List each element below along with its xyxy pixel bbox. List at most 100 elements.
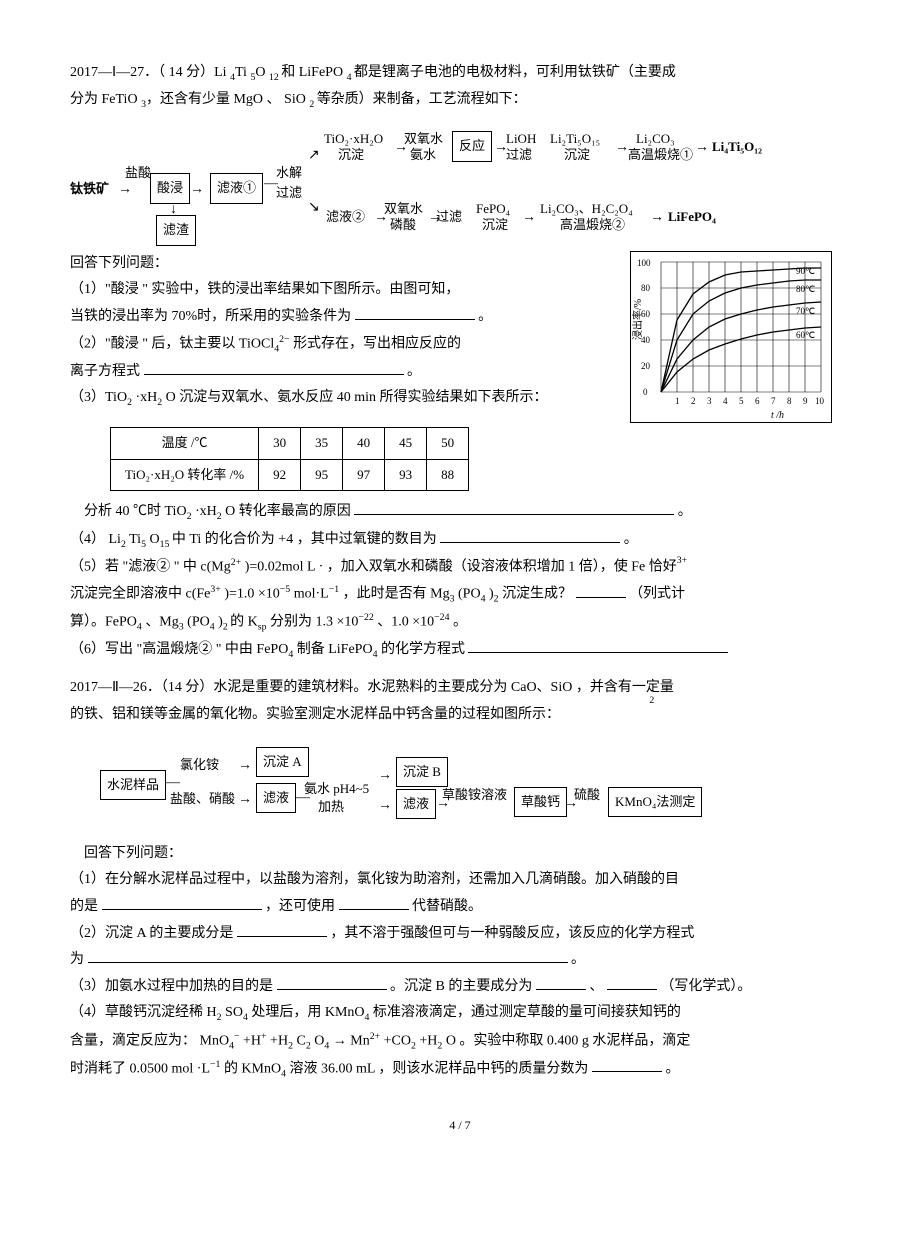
text: 、	[589, 979, 603, 994]
text: ·xH	[195, 504, 217, 519]
table-row: 温度 /℃ 30 35 40 45 50	[111, 427, 469, 459]
svg-text:t /h: t /h	[771, 410, 784, 421]
flow-node: 磷酸	[390, 213, 416, 238]
q1-part5a: （5）若 "滤液② " 中 c(Mg2+ )=0.02mol L · ，加入双氧…	[70, 554, 850, 581]
sup: 2+	[370, 1031, 380, 1042]
text: +H	[419, 1033, 437, 1048]
flow-node: 高温煅烧①	[628, 143, 693, 168]
flow-node: 过滤	[506, 143, 532, 168]
text: mol·L	[294, 587, 329, 602]
text: 等杂质）来制备，工艺流程如下：	[317, 92, 527, 107]
text: 、1.0 ×10	[377, 615, 434, 630]
table-cell: 40	[343, 427, 385, 459]
arrow-icon: →	[564, 791, 578, 818]
text: SO	[225, 1005, 243, 1020]
text: ，此时是否有 Mg	[343, 587, 450, 602]
text: 含量，滴定反应为： MnO	[70, 1033, 229, 1048]
table-cell: 35	[301, 427, 343, 459]
flow-node: 沉淀 B	[396, 757, 448, 788]
text: 、Mg	[145, 615, 178, 630]
text: +H	[270, 1033, 288, 1048]
sub: 15	[160, 538, 172, 549]
sup: −	[234, 1031, 240, 1042]
sub: 2	[306, 1040, 311, 1051]
table-cell: 50	[427, 427, 469, 459]
flow-node: 高温煅烧②	[560, 213, 625, 238]
answer-blank[interactable]	[102, 895, 262, 910]
svg-text:90℃: 90℃	[796, 266, 815, 276]
text: （3）TiO	[70, 390, 127, 405]
answer-blank[interactable]	[277, 975, 387, 990]
q2-part3: （3）加氨水过程中加热的目的是 。沉淀 B 的主要成分为 、 （写化学式）。	[70, 974, 850, 1001]
svg-text:8: 8	[787, 396, 792, 406]
svg-text:6: 6	[755, 396, 760, 406]
answer-blank[interactable]	[592, 1057, 662, 1072]
sup: −24	[434, 612, 449, 623]
q1-flow-diagram: 钛铁矿 盐酸 → 酸浸 → 滤液① 水解 过滤 — ↓ 滤渣 ↗ TiO₂·xH…	[70, 125, 850, 245]
answer-blank[interactable]	[354, 500, 674, 515]
q1-part5c: 算）。FePO4 、Mg3 (PO4 )2 的 Ksp 分别为 1.3 ×10−…	[70, 609, 850, 637]
flow-node: 滤液②	[326, 205, 365, 230]
answer-blank[interactable]	[144, 360, 404, 375]
svg-text:1: 1	[675, 396, 680, 406]
arrow-icon: —	[296, 785, 310, 812]
q1-part3a: （3）TiO2 ·xH2 O 沉淀与双氧水、氨水反应 40 min 所得实验结果…	[70, 385, 620, 412]
table-row: TiO₂·xH₂O 转化率 /% 92 95 97 93 88	[111, 459, 469, 491]
sub: 3	[179, 622, 184, 633]
q1-part1b: 当铁的浸出率为 70%时，所采用的实验条件为 。	[70, 304, 620, 331]
answer-blank[interactable]	[576, 583, 626, 598]
arrow-icon: →	[695, 135, 709, 162]
q2-part4a: （4）草酸钙沉淀经稀 H2 SO4 处理后，用 KMnO4 标准溶液滴定，通过测…	[70, 1000, 850, 1027]
answer-blank[interactable]	[339, 895, 409, 910]
arrow-icon: ↗	[308, 143, 320, 170]
answer-blank[interactable]	[355, 305, 475, 320]
text: 都是锂离子电池的电极材料，可利用钛铁矿（主要成	[354, 65, 676, 80]
arrow-icon: →	[118, 177, 132, 204]
arrow-icon: →	[190, 177, 204, 204]
text: ，其不溶于强酸但可与一种弱酸反应，该反应的化学方程式	[330, 926, 694, 941]
text: 标准溶液滴定，通过测定草酸的量可间接获知钙的	[373, 1005, 681, 1020]
text: 的是	[70, 899, 98, 914]
text: 2017—Ⅱ—26．（14 分）水泥是重要的建筑材料。水泥熟料的主要成分为 Ca…	[70, 680, 674, 695]
q1-header: 2017—Ⅰ—27．（ 14 分）Li 4Ti 5O 12 和 LiFePO 4…	[70, 60, 850, 87]
flow-node: 加热	[318, 795, 344, 820]
sub: 4	[281, 1068, 286, 1079]
page-footer: 4 / 7	[70, 1114, 850, 1137]
svg-text:0: 0	[643, 387, 648, 397]
sub: 2	[437, 1040, 442, 1051]
arrow-icon: →	[615, 135, 629, 162]
text: O	[255, 65, 265, 80]
q1-body-with-chart: 回答下列问题： （1）"酸浸 " 实验中，铁的浸出率结果如下图所示。由图可知， …	[70, 251, 850, 423]
answer-blank[interactable]	[237, 922, 327, 937]
text: 时消耗了 0.0500 mol ·L	[70, 1061, 210, 1076]
table-cell: 93	[385, 459, 427, 491]
answer-blank[interactable]	[607, 975, 657, 990]
text: 溶液 36.00 mL ，则该水泥样品中钙的质量分数为	[290, 1061, 592, 1076]
answer-blank[interactable]	[88, 948, 568, 963]
arrow-icon: →	[374, 205, 388, 232]
flow-node: 水泥样品	[100, 770, 166, 801]
sup: −22	[358, 612, 373, 623]
text: （6）写出 "高温煅烧② " 中由 FePO	[70, 642, 288, 657]
text: 。	[624, 532, 638, 547]
sub: 2	[157, 397, 162, 408]
answer-blank[interactable]	[536, 975, 586, 990]
sub: 2	[649, 695, 654, 706]
flow-node: 沉淀	[338, 143, 364, 168]
sub: 4	[288, 649, 293, 660]
text: （2）"酸浸 " 后，钛主要以 TiOCl	[70, 336, 274, 351]
sup: 3+	[210, 584, 220, 595]
text: 。	[407, 364, 421, 379]
table-cell: 97	[343, 459, 385, 491]
arrow-icon: →	[428, 205, 442, 232]
q2-part1b: 的是 ，还可使用 代替硝酸。	[70, 894, 850, 921]
arrow-icon: →	[238, 753, 252, 780]
sub: 4	[481, 594, 486, 605]
answer-blank[interactable]	[440, 528, 620, 543]
svg-text:3: 3	[707, 396, 712, 406]
arrow-icon: →	[378, 763, 392, 790]
text: O 沉淀与双氧水、氨水反应 40 min 所得实验结果如下表所示：	[166, 390, 548, 405]
arrow-icon: —	[166, 770, 180, 797]
answer-blank[interactable]	[468, 638, 728, 653]
svg-text:7: 7	[771, 396, 776, 406]
